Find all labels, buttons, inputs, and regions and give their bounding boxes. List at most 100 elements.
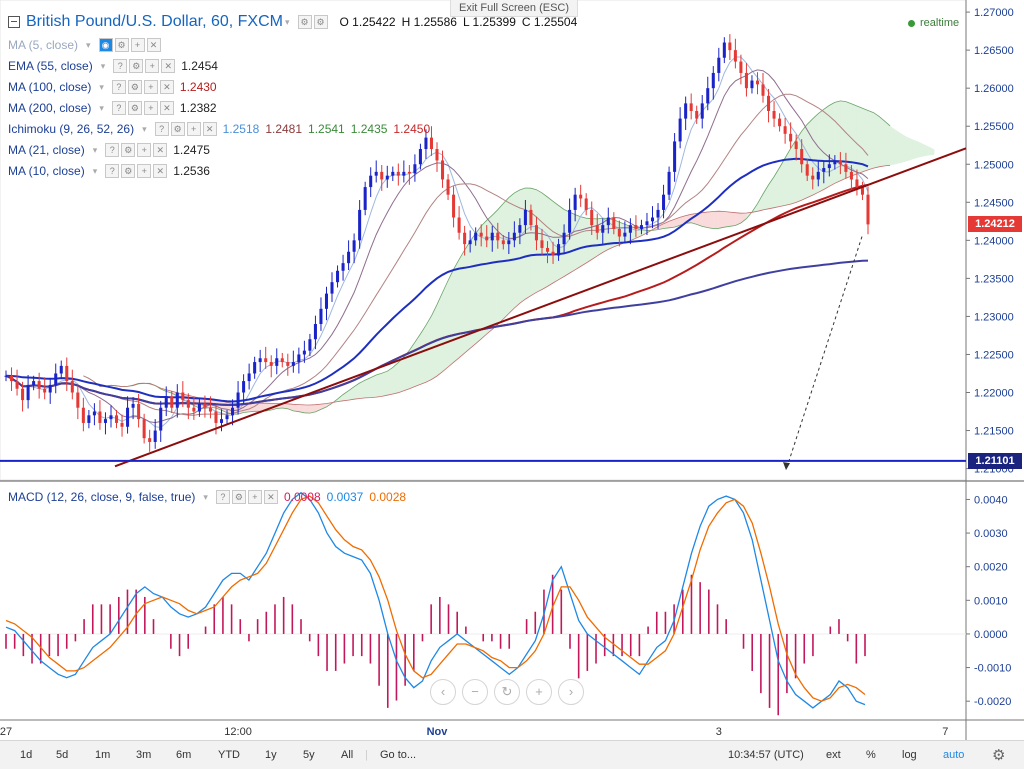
candle-body (4, 376, 7, 377)
range-button-all[interactable]: All (341, 749, 353, 761)
range-button-1d[interactable]: 1d (20, 749, 32, 761)
close-icon[interactable]: ✕ (160, 80, 174, 94)
scroll-right-icon[interactable]: › (558, 679, 584, 705)
settings-gear-icon[interactable]: ⚙ (992, 746, 1005, 764)
help-icon[interactable]: ? (113, 59, 127, 73)
add-icon[interactable]: + (137, 164, 151, 178)
candle-body (474, 233, 477, 241)
candle-body (590, 210, 593, 225)
visibility-icon[interactable]: ◉ (99, 38, 113, 52)
indicator-tools: ◉⚙+✕ (99, 38, 161, 52)
help-icon[interactable]: ? (105, 164, 119, 178)
indicator-name[interactable]: MA (5, close) (8, 38, 78, 52)
close-icon[interactable]: ✕ (153, 143, 167, 157)
scale-button-percent[interactable]: % (866, 749, 876, 761)
candle-body (375, 172, 378, 176)
gear-icon[interactable]: ⚙ (171, 122, 185, 136)
candle-body (574, 195, 577, 210)
chevron-down-icon[interactable]: ▾ (285, 17, 290, 28)
candle-body (701, 103, 704, 118)
add-icon[interactable]: + (144, 80, 158, 94)
range-button-5y[interactable]: 5y (303, 749, 315, 761)
scroll-left-icon[interactable]: ‹ (430, 679, 456, 705)
indicator-name[interactable]: MA (100, close) (8, 80, 91, 94)
close-icon[interactable]: ✕ (153, 164, 167, 178)
time-tick-label: 7 (942, 726, 948, 738)
chevron-down-icon[interactable]: ▾ (203, 492, 208, 503)
range-button-6m[interactable]: 6m (176, 749, 191, 761)
chevron-down-icon[interactable]: ▾ (101, 61, 106, 72)
help-icon[interactable]: ? (155, 122, 169, 136)
candle-body (43, 389, 46, 393)
gear-icon[interactable]: ⚙ (128, 101, 142, 115)
indicator-name[interactable]: MA (21, close) (8, 143, 85, 157)
close-icon[interactable]: ✕ (147, 38, 161, 52)
help-icon[interactable]: ? (216, 490, 230, 504)
scale-button-ext[interactable]: ext (826, 749, 841, 761)
add-icon[interactable]: + (187, 122, 201, 136)
help-icon[interactable]: ? (112, 80, 126, 94)
gear-icon[interactable]: ⚙ (128, 80, 142, 94)
close-icon[interactable]: ✕ (264, 490, 278, 504)
chevron-down-icon[interactable]: ▾ (99, 82, 104, 93)
candle-body (563, 233, 566, 244)
macd-tick-label: 0.0010 (974, 595, 1008, 607)
chevron-down-icon[interactable]: ▾ (99, 103, 104, 114)
candle-body (806, 164, 809, 175)
range-button-1m[interactable]: 1m (95, 749, 110, 761)
macd-indicator-name[interactable]: MACD (12, 26, close, 9, false, true) (8, 490, 195, 504)
gear-icon[interactable]: ⚙ (115, 38, 129, 52)
chevron-down-icon[interactable]: ▾ (93, 166, 98, 177)
indicator-name[interactable]: MA (200, close) (8, 101, 91, 115)
help-icon[interactable]: ? (105, 143, 119, 157)
gear-icon[interactable]: ⚙ (232, 490, 246, 504)
scale-button-auto[interactable]: auto (943, 749, 964, 761)
candle-body (822, 168, 825, 172)
go-to-button[interactable]: Go to... (380, 749, 416, 761)
indicator-name[interactable]: Ichimoku (9, 26, 52, 26) (8, 122, 134, 136)
zoom-in-icon[interactable]: + (526, 679, 552, 705)
price-tick-label: 1.21500 (974, 426, 1014, 438)
close-icon[interactable]: ✕ (161, 59, 175, 73)
indicator-name[interactable]: MA (10, close) (8, 164, 85, 178)
cloud-segment (818, 109, 824, 192)
add-icon[interactable]: + (145, 59, 159, 73)
candle-body (319, 309, 322, 324)
candle-body (651, 218, 654, 222)
settings-icon[interactable]: ⚙ (298, 15, 312, 29)
scale-button-log[interactable]: log (902, 749, 917, 761)
chevron-down-icon[interactable]: ▾ (93, 145, 98, 156)
reset-icon[interactable]: ↻ (494, 679, 520, 705)
range-button-5d[interactable]: 5d (56, 749, 68, 761)
add-icon[interactable]: + (144, 101, 158, 115)
price-axis: 1.270001.265001.260001.255001.250001.245… (966, 7, 1014, 708)
indicator-name[interactable]: EMA (55, close) (8, 59, 93, 73)
candle-body (529, 210, 532, 225)
candle-body (242, 381, 245, 392)
candle-body (441, 160, 444, 179)
candle-body (270, 362, 273, 366)
candle-body (16, 381, 19, 389)
help-icon[interactable]: ? (112, 101, 126, 115)
cloud-segment (813, 114, 819, 195)
close-icon[interactable]: ✕ (203, 122, 217, 136)
add-icon[interactable]: + (248, 490, 262, 504)
range-button-1y[interactable]: 1y (265, 749, 277, 761)
close-icon[interactable]: ✕ (160, 101, 174, 115)
candle-body (347, 252, 350, 263)
symbol-title[interactable]: British Pound/U.S. Dollar, 60, FXCM (26, 13, 283, 31)
range-button-3m[interactable]: 3m (136, 749, 151, 761)
range-button-ytd[interactable]: YTD (218, 749, 240, 761)
cloud-segment (454, 259, 460, 362)
chevron-down-icon[interactable]: ▾ (142, 124, 147, 135)
gear-icon[interactable]: ⚙ (121, 164, 135, 178)
chevron-down-icon[interactable]: ▾ (86, 40, 91, 51)
gear-icon[interactable]: ⚙ (129, 59, 143, 73)
gear-icon[interactable]: ⚙ (314, 15, 328, 29)
add-icon[interactable]: + (131, 38, 145, 52)
add-icon[interactable]: + (137, 143, 151, 157)
zoom-out-icon[interactable]: − (462, 679, 488, 705)
collapse-icon[interactable] (8, 16, 20, 28)
gear-icon[interactable]: ⚙ (121, 143, 135, 157)
